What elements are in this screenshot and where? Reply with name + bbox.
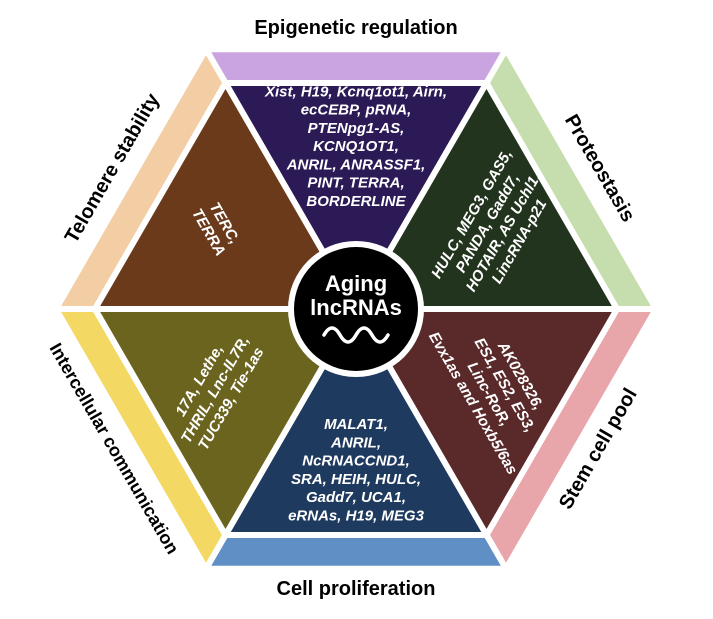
outer-band-epigenetic [206,49,506,83]
content-epigenetic-line6: BORDERLINE [306,193,406,210]
label-group-cellprolif: Cell proliferation [277,578,436,600]
center-text-line2: lncRNAs [310,295,402,320]
content-cellprolif-line1: ANRIL, [330,434,381,451]
content-cellprolif-line0: MALAT1, [324,416,388,433]
content-cellprolif-line3: SRA, HEIH, HULC, [291,471,421,488]
content-epigenetic-line1: ecCEBP, pRNA, [301,102,412,119]
content-epigenetic-line2: PTENpg1-AS, [308,120,405,137]
center-text-line1: Aging [325,271,387,296]
content-epigenetic-line3: KCNQ1OT1, [313,138,399,155]
label-group-epigenetic: Epigenetic regulation [254,17,457,39]
content-epigenetic-line5: PINT, TERRA, [307,175,404,192]
label-epigenetic: Epigenetic regulation [254,17,457,39]
content-cellprolif-line2: NcRNACCND1, [302,453,410,470]
outer-band-cellprolif [206,535,506,569]
content-epigenetic-line4: ANRIL, ANRASSF1, [286,156,426,173]
label-cellprolif: Cell proliferation [277,578,436,600]
content-epigenetic-line0: Xist, H19, Kcnq1ot1, Airn, [264,83,447,100]
content-cellprolif-line5: eRNAs, H19, MEG3 [288,508,425,525]
content-cellprolif-line4: Gadd7, UCA1, [306,489,406,506]
